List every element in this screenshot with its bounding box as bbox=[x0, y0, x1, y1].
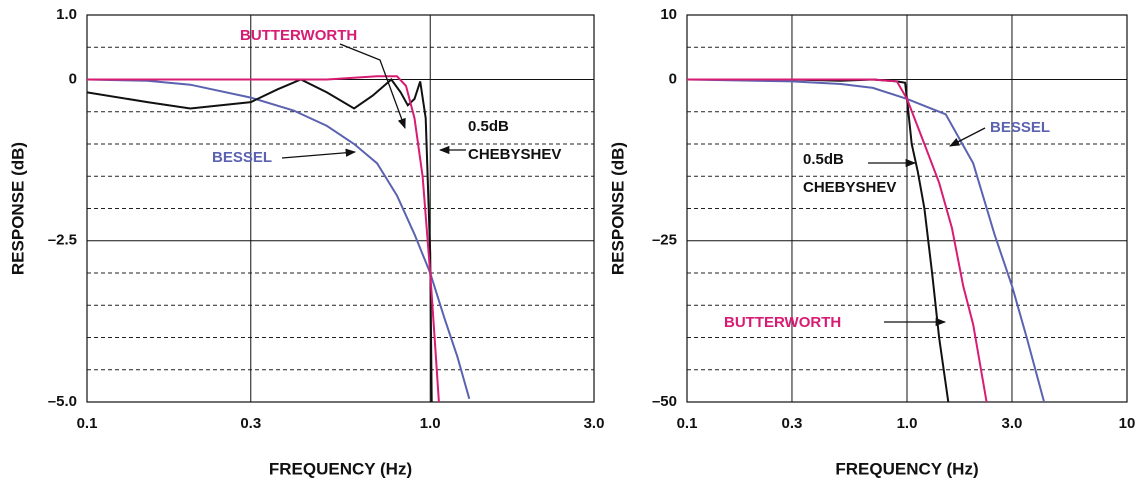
y-tick-label: –5.0 bbox=[48, 393, 77, 410]
annotation: BUTTERWORTH bbox=[240, 27, 357, 44]
series-line bbox=[687, 78, 1046, 402]
annotation: CHEBYSHEV bbox=[468, 146, 561, 163]
annotation: CHEBYSHEV bbox=[803, 179, 896, 196]
y-tick-label: –50 bbox=[652, 393, 677, 410]
y-tick-label: –25 bbox=[652, 232, 677, 249]
series-line bbox=[87, 78, 433, 402]
annotation: 0.5dB bbox=[468, 118, 509, 135]
x-tick-label: 0.1 bbox=[77, 415, 98, 432]
series-line bbox=[87, 75, 440, 402]
y-tick-label: –2.5 bbox=[48, 232, 77, 249]
x-tick-label: 0.3 bbox=[782, 415, 803, 432]
x-tick-label: 0.3 bbox=[240, 415, 261, 432]
x-tick-label: 1.0 bbox=[897, 415, 918, 432]
x-tick-label: 0.1 bbox=[677, 415, 698, 432]
annotation: 0.5dB bbox=[803, 151, 844, 168]
x-axis-label: FREQUENCY (Hz) bbox=[835, 459, 978, 478]
annotation: BESSEL bbox=[212, 149, 272, 166]
y-axis-label: RESPONSE (dB) bbox=[8, 142, 27, 275]
y-tick-label: 0 bbox=[69, 70, 77, 87]
series-line bbox=[687, 78, 988, 402]
y-axis-label: RESPONSE (dB) bbox=[608, 142, 627, 275]
x-tick-label: 3.0 bbox=[1002, 415, 1023, 432]
annotation-arrow bbox=[281, 148, 357, 159]
y-tick-label: 1.0 bbox=[56, 6, 77, 23]
series-line bbox=[87, 78, 471, 400]
y-tick-label: 0 bbox=[669, 70, 677, 87]
annotation-arrow bbox=[339, 43, 406, 129]
x-tick-label: 1.0 bbox=[420, 415, 441, 432]
y-tick-label: 10 bbox=[660, 6, 677, 23]
x-tick-label: 10 bbox=[1119, 415, 1136, 432]
annotation: BESSEL bbox=[990, 119, 1050, 136]
plot-frame bbox=[86, 14, 595, 403]
x-axis-label: FREQUENCY (Hz) bbox=[269, 459, 412, 478]
annotation: BUTTERWORTH bbox=[724, 314, 841, 331]
x-tick-label: 3.0 bbox=[584, 415, 605, 432]
plot-frame bbox=[686, 14, 1128, 403]
annotation-arrow bbox=[949, 127, 986, 147]
